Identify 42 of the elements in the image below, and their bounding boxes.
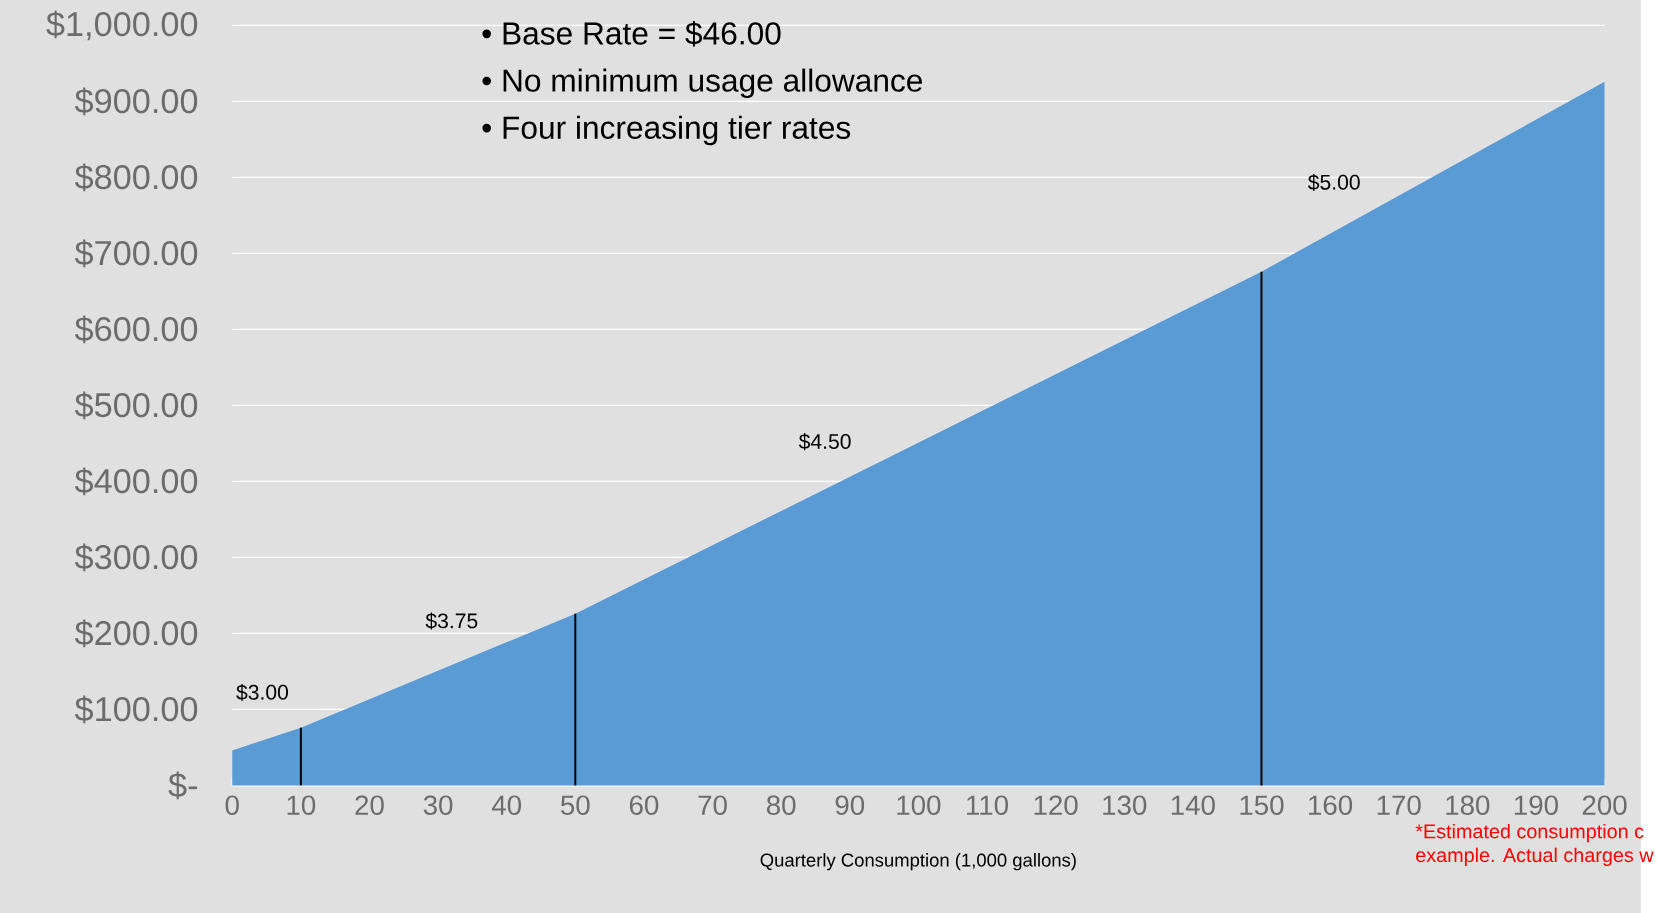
x-axis-title: Quarterly Consumption (1,000 gallons) (760, 852, 1076, 871)
x-tick-label: 70 (698, 795, 727, 815)
x-tick-label: 200 (1582, 795, 1627, 815)
x-tick-label: 80 (766, 795, 796, 815)
text: *Estimated consumption c (1415, 823, 1644, 843)
annotation: $4.50 (798, 432, 851, 450)
text: example. Actual charges w (1416, 847, 1654, 866)
x-tick-label: 190 (1514, 795, 1558, 815)
x-tick-label: 50 (561, 795, 590, 815)
x-tick-label: 140 (1171, 795, 1215, 815)
y-tick-label: $500.00 (74, 391, 198, 420)
y-tick-label: $1,000.00 (46, 10, 198, 41)
y-tick-label: $300.00 (74, 543, 198, 572)
x-tick-label: 40 (491, 795, 522, 815)
y-tick-label: $400.00 (74, 467, 198, 496)
x-tick-label: 120 (1034, 795, 1078, 815)
x-tick-label: 10 (287, 795, 316, 815)
x-tick-label: 100 (897, 795, 941, 815)
x-tick-label: 180 (1446, 795, 1490, 815)
x-tick-label: 90 (835, 795, 865, 815)
x-tick-label: 110 (967, 795, 1008, 815)
y-tick-label: $100.00 (74, 695, 198, 724)
y-tick-label: $600.00 (74, 315, 198, 344)
x-tick-label: 150 (1240, 795, 1284, 815)
annotation: • Four increasing tier rates (482, 115, 851, 145)
y-tick-label: $200.00 (74, 619, 198, 648)
annotation: • No minimum usage allowance (482, 68, 922, 98)
annotation: $5.00 (1308, 173, 1360, 191)
y-tick-label: $800.00 (74, 163, 198, 192)
x-tick-label: 30 (423, 795, 453, 815)
x-tick-label: 160 (1309, 795, 1353, 815)
annotation: $3.00 (236, 683, 289, 701)
y-tick-label: $700.00 (74, 239, 198, 268)
x-tick-label: 60 (629, 795, 659, 815)
x-tick-label: 130 (1103, 795, 1147, 815)
x-tick-label: 0 (225, 795, 239, 815)
y-tick-label: $900.00 (74, 87, 198, 116)
annotation: • Base Rate = $46.00 (482, 20, 781, 47)
x-tick-label: 170 (1377, 795, 1421, 815)
y-tick-label: $- (168, 771, 198, 800)
x-tick-label: 20 (355, 795, 384, 815)
annotation: $3.75 (425, 612, 478, 630)
